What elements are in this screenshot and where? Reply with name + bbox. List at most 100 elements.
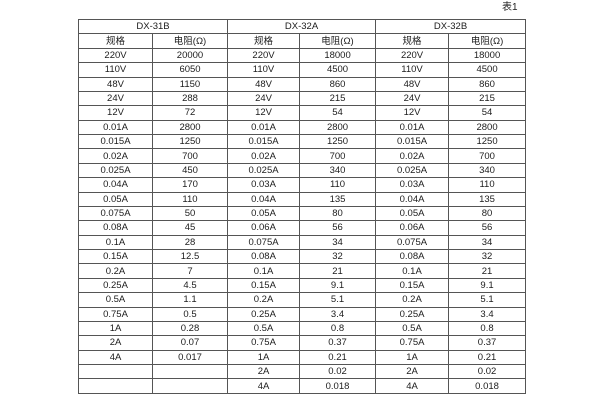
table-row: 110V 6050 110V 4500 110V 4500 xyxy=(78,62,527,78)
spec-cell: 12V xyxy=(227,105,301,121)
resistance-cell: 9.1 xyxy=(299,277,377,294)
resistance-cell: 0.07 xyxy=(151,335,229,351)
table-row: 0.01A 2800 0.01A 2800 0.01A 2800 xyxy=(78,119,527,136)
spec-cell: 0.075A xyxy=(78,205,153,222)
resistance-cell: 860 xyxy=(448,76,527,92)
spec-cell: 0.05A xyxy=(375,205,450,222)
spec-cell: 0.15A xyxy=(375,277,450,294)
resistance-cell: 54 xyxy=(448,105,527,121)
resistance-cell: 700 xyxy=(448,148,527,164)
spec-cell: 0.25A xyxy=(375,306,450,322)
spec-cell xyxy=(78,378,153,394)
resistance-cell: 4500 xyxy=(448,62,527,78)
spec-cell: 0.01A xyxy=(227,119,301,136)
table-row: 0.08A 45 0.06A 56 0.06A 56 xyxy=(78,220,527,236)
table-row: 0.15A 12.5 0.08A 32 0.08A 32 xyxy=(78,248,527,265)
spec-cell: 48V xyxy=(78,76,153,92)
spec-cell: 0.08A xyxy=(227,248,301,265)
resistance-cell: 700 xyxy=(151,148,229,164)
spec-cell: 48V xyxy=(227,76,301,92)
spec-cell: 0.075A xyxy=(375,234,450,251)
spec-cell: 0.06A xyxy=(375,220,450,236)
spec-cell: 2A xyxy=(227,363,301,380)
resistance-cell: 0.8 xyxy=(448,320,527,337)
resistance-column-header: 电阻(Ω) xyxy=(448,33,527,49)
resistance-cell: 0.37 xyxy=(299,335,377,351)
spec-cell: 0.08A xyxy=(375,248,450,265)
spec-column-header: 规格 xyxy=(227,33,301,49)
resistance-cell: 0.018 xyxy=(448,378,527,394)
spec-cell: 0.05A xyxy=(227,205,301,222)
resistance-cell: 215 xyxy=(299,90,377,107)
resistance-cell: 21 xyxy=(448,263,527,279)
resistance-cell: 3.4 xyxy=(448,306,527,322)
spec-cell: 0.01A xyxy=(78,119,153,136)
spec-cell: 12V xyxy=(78,105,153,121)
resistance-cell: 72 xyxy=(151,105,229,121)
spec-cell: 24V xyxy=(78,90,153,107)
resistance-cell: 0.8 xyxy=(299,320,377,337)
resistance-cell: 860 xyxy=(299,76,377,92)
resistance-cell: 0.21 xyxy=(448,349,527,366)
spec-cell: 0.03A xyxy=(375,177,450,193)
spec-cell: 0.015A xyxy=(375,133,450,150)
resistance-cell: 32 xyxy=(299,248,377,265)
resistance-cell xyxy=(151,363,229,380)
spec-cell: 24V xyxy=(227,90,301,107)
resistance-cell: 6050 xyxy=(151,62,229,78)
resistance-cell: 12.5 xyxy=(151,248,229,265)
table-row: 0.75A 0.5 0.25A 3.4 0.25A 3.4 xyxy=(78,306,527,322)
spec-cell: 0.02A xyxy=(78,148,153,164)
resistance-cell: 34 xyxy=(448,234,527,251)
spec-cell: 0.015A xyxy=(227,133,301,150)
spec-cell: 0.06A xyxy=(227,220,301,236)
resistance-cell: 56 xyxy=(448,220,527,236)
resistance-cell: 18000 xyxy=(299,47,377,64)
resistance-cell: 5.1 xyxy=(299,292,377,308)
resistance-cell: 0.37 xyxy=(448,335,527,351)
resistance-cell: 1250 xyxy=(151,133,229,150)
group-header-dx-32b: DX-32B xyxy=(375,18,527,35)
resistance-cell: 5.1 xyxy=(448,292,527,308)
resistance-cell: 2800 xyxy=(448,119,527,136)
spec-cell: 110V xyxy=(227,62,301,78)
resistance-cell: 0.018 xyxy=(299,378,377,394)
table-row: 2A 0.07 0.75A 0.37 0.75A 0.37 xyxy=(78,335,527,351)
spec-cell: 110V xyxy=(78,62,153,78)
table-row: 12V 72 12V 54 12V 54 xyxy=(78,105,527,121)
spec-cell: 0.5A xyxy=(78,292,153,308)
spec-cell: 0.15A xyxy=(227,277,301,294)
resistance-cell: 700 xyxy=(299,148,377,164)
group-header-dx-32a: DX-32A xyxy=(227,18,377,35)
resistance-cell: 2800 xyxy=(151,119,229,136)
resistance-cell: 1.1 xyxy=(151,292,229,308)
spec-cell: 0.08A xyxy=(78,220,153,236)
table-row: 0.04A 170 0.03A 110 0.03A 110 xyxy=(78,177,527,193)
resistance-cell: 54 xyxy=(299,105,377,121)
resistance-cell: 50 xyxy=(151,205,229,222)
spec-cell: 0.1A xyxy=(227,263,301,279)
resistance-cell: 0.28 xyxy=(151,320,229,337)
spec-cell: 1A xyxy=(78,320,153,337)
spec-cell: 24V xyxy=(375,90,450,107)
resistance-table-body: DX-31B DX-32A DX-32B 规格 电阻(Ω) 规格 电阻(Ω) 规格 电阻(Ω) 2… xyxy=(77,18,527,394)
spec-cell: 0.04A xyxy=(375,191,450,207)
spec-cell: 0.2A xyxy=(78,263,153,279)
table-row: 48V 1150 48V 860 48V 860 xyxy=(78,76,527,92)
spec-cell: 0.05A xyxy=(78,191,153,207)
table-row: 0.25A 4.5 0.15A 9.1 0.15A 9.1 xyxy=(78,277,527,294)
resistance-cell: 1250 xyxy=(299,133,377,150)
resistance-cell: 4.5 xyxy=(151,277,229,294)
spec-cell: 0.25A xyxy=(227,306,301,322)
spec-cell: 0.5A xyxy=(227,320,301,337)
spec-cell: 4A xyxy=(375,378,450,394)
resistance-column-header: 电阻(Ω) xyxy=(299,33,377,49)
spec-cell: 0.1A xyxy=(78,234,153,251)
resistance-table: DX-31B DX-32A DX-32B 规格 电阻(Ω) 规格 电阻(Ω) 规格 电阻(Ω) 2… xyxy=(77,18,527,394)
resistance-cell: 110 xyxy=(151,191,229,207)
table-row: 24V 288 24V 215 24V 215 xyxy=(78,90,527,107)
spec-cell: 0.025A xyxy=(78,162,153,179)
resistance-cell: 340 xyxy=(448,162,527,179)
resistance-cell: 56 xyxy=(299,220,377,236)
